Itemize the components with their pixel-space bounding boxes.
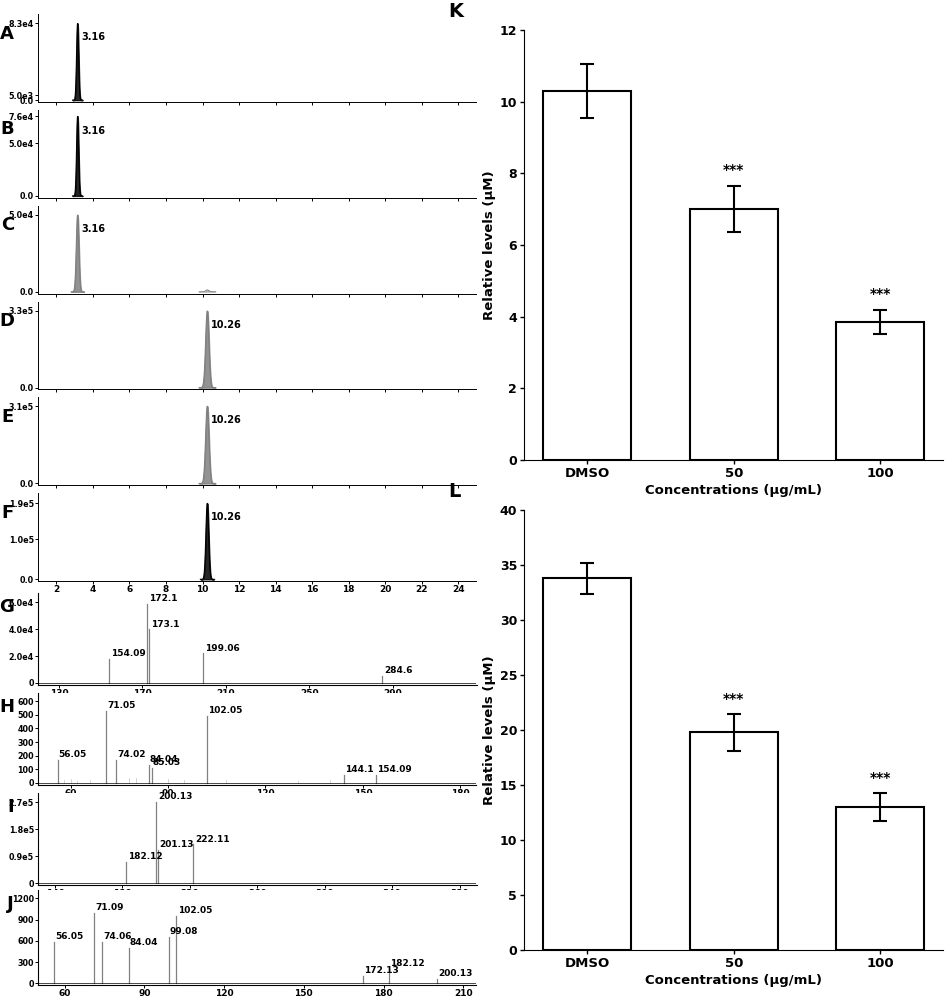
Text: C: C xyxy=(1,216,14,234)
Text: 3.16: 3.16 xyxy=(81,224,105,234)
Text: 200.13: 200.13 xyxy=(438,969,472,978)
Text: 182.12: 182.12 xyxy=(128,852,162,861)
Text: 222.11: 222.11 xyxy=(195,835,229,844)
Text: 3.16: 3.16 xyxy=(81,32,105,42)
Bar xyxy=(836,322,923,460)
Text: 182.12: 182.12 xyxy=(390,959,425,968)
Text: B: B xyxy=(0,120,14,138)
Text: F: F xyxy=(2,504,14,522)
Bar xyxy=(836,807,923,950)
Text: 10.26: 10.26 xyxy=(210,512,242,522)
Text: 102.05: 102.05 xyxy=(178,906,212,915)
Text: E: E xyxy=(2,408,14,426)
Text: 10.26: 10.26 xyxy=(210,415,242,425)
X-axis label: Concentrations (μg/mL): Concentrations (μg/mL) xyxy=(645,484,822,497)
Bar xyxy=(689,209,777,460)
Y-axis label: Relative levels (μM): Relative levels (μM) xyxy=(482,655,495,805)
X-axis label: Concentrations (μg/mL): Concentrations (μg/mL) xyxy=(645,974,822,987)
Text: 154.09: 154.09 xyxy=(377,765,411,774)
Text: L: L xyxy=(448,482,461,501)
Text: 284.6: 284.6 xyxy=(384,666,412,675)
Text: 154.09: 154.09 xyxy=(111,649,146,658)
Text: ***: *** xyxy=(723,163,744,177)
Text: 74.06: 74.06 xyxy=(103,932,131,941)
Text: 84.04: 84.04 xyxy=(129,938,158,947)
Y-axis label: Relative levels (μM): Relative levels (μM) xyxy=(482,170,495,320)
Bar xyxy=(543,578,630,950)
Bar xyxy=(543,91,630,460)
Text: 99.08: 99.08 xyxy=(169,927,198,936)
Text: 56.05: 56.05 xyxy=(55,932,84,941)
Text: G: G xyxy=(0,598,14,616)
Text: 71.05: 71.05 xyxy=(108,701,136,710)
Text: J: J xyxy=(8,895,14,913)
Text: 84.04: 84.04 xyxy=(149,755,178,764)
Text: D: D xyxy=(0,312,14,330)
Text: 173.1: 173.1 xyxy=(151,620,179,629)
Text: ***: *** xyxy=(723,692,744,706)
Text: 74.02: 74.02 xyxy=(117,750,146,759)
Text: H: H xyxy=(0,698,14,716)
Text: 172.1: 172.1 xyxy=(149,594,177,603)
X-axis label: Time, min: Time, min xyxy=(228,596,287,606)
Text: 200.13: 200.13 xyxy=(158,792,192,801)
Text: 71.09: 71.09 xyxy=(95,903,124,912)
Text: 201.13: 201.13 xyxy=(160,840,194,849)
Text: 3.16: 3.16 xyxy=(81,126,105,136)
Text: ***: *** xyxy=(869,771,890,785)
Text: 56.05: 56.05 xyxy=(59,750,87,759)
Text: A: A xyxy=(0,25,14,43)
Text: 172.13: 172.13 xyxy=(364,966,398,975)
Text: I: I xyxy=(8,798,14,816)
Text: 199.06: 199.06 xyxy=(205,644,240,653)
Text: 10.26: 10.26 xyxy=(210,320,242,330)
Text: 102.05: 102.05 xyxy=(208,706,242,715)
Bar xyxy=(689,732,777,950)
Text: 85.03: 85.03 xyxy=(152,758,181,767)
Text: K: K xyxy=(448,2,464,21)
Text: 144.1: 144.1 xyxy=(345,765,373,774)
Text: ***: *** xyxy=(869,287,890,301)
